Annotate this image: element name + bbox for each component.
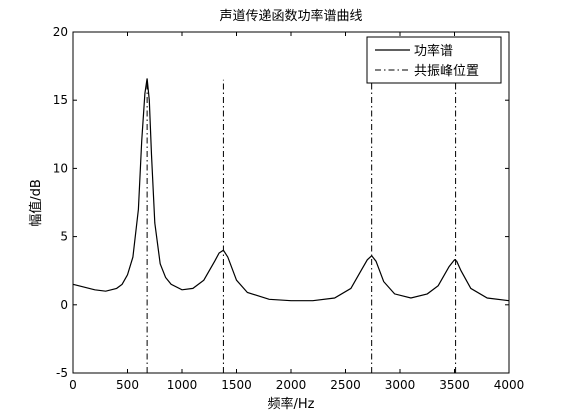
- y-tick-label: -5: [56, 366, 68, 380]
- x-tick-label: 500: [116, 378, 139, 392]
- legend-label-formants: 共振峰位置: [414, 64, 479, 79]
- legend-box: [366, 36, 502, 84]
- legend-label-spectrum: 功率谱: [414, 43, 453, 59]
- y-tick-label: 5: [60, 230, 68, 244]
- axis-ticks: 0 500 1000 1500 2000 2500 3000 3500 4000-5051015…: [53, 25, 525, 392]
- legend: 功率谱 共振峰位置: [366, 36, 502, 84]
- y-axis-label: 幅值/dB: [28, 179, 44, 227]
- x-tick-label: 1500: [221, 378, 252, 392]
- chart-title: 声道传递函数功率谱曲线: [219, 8, 362, 24]
- x-tick-label: 2500: [330, 378, 361, 392]
- formant-markers: [146, 79, 457, 373]
- x-tick-label: 1000: [167, 378, 198, 392]
- y-tick-label: 15: [53, 93, 68, 107]
- x-tick-label: 0: [69, 378, 77, 392]
- y-tick-label: 0: [60, 298, 68, 312]
- x-tick-label: 4000: [494, 378, 525, 392]
- x-tick-label: 3500: [439, 378, 470, 392]
- y-tick-label: 20: [53, 25, 68, 39]
- x-tick-label: 3000: [385, 378, 416, 392]
- power-spectrum-line: [72, 78, 510, 302]
- x-axis-label: 频率/Hz: [268, 396, 315, 412]
- x-tick-label: 2000: [276, 378, 307, 392]
- y-tick-label: 10: [53, 161, 68, 175]
